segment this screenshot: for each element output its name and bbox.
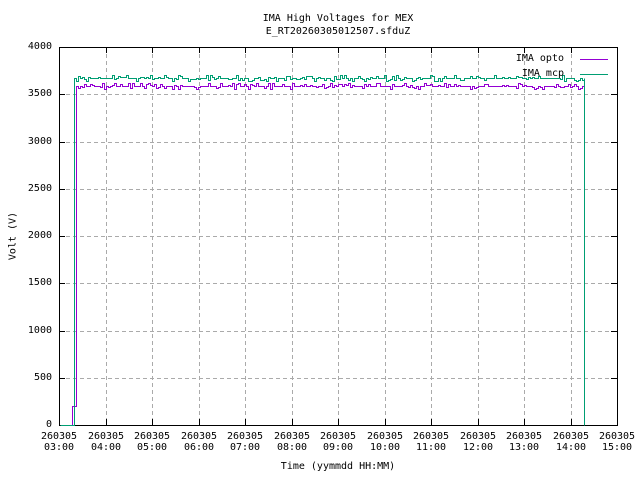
x-tick-date: 260305 <box>319 431 357 442</box>
y-tick-label: 3500 <box>27 88 52 99</box>
x-tick-time: 05:00 <box>136 442 168 453</box>
x-tick-time: 04:00 <box>90 442 122 453</box>
legend-line-swatch-mcp <box>580 73 608 75</box>
grid-lines <box>59 47 618 426</box>
x-tick-date: 260305 <box>505 431 543 442</box>
x-tick-label: 260305 03:00 <box>33 431 85 453</box>
x-tick-date: 260305 <box>598 431 636 442</box>
x-tick-label: 260305 05:00 <box>126 431 178 453</box>
y-tick-label: 2500 <box>27 183 52 194</box>
x-tick-time: 03:00 <box>43 442 75 453</box>
y-tick-label: 1000 <box>27 325 52 336</box>
legend-label-ima-mcp: IMA mcp <box>521 68 564 79</box>
legend-entry-ima-mcp: IMA mcp <box>522 68 608 80</box>
x-tick-date: 260305 <box>459 431 497 442</box>
x-tick-date: 260305 <box>552 431 590 442</box>
y-tick-label: 1500 <box>27 277 52 288</box>
legend-line-swatch-opto <box>580 58 608 60</box>
x-tick-label: 260305 07:00 <box>219 431 271 453</box>
x-tick-label: 260305 15:00 <box>591 431 640 453</box>
x-tick-label: 260305 06:00 <box>173 431 225 453</box>
x-tick-date: 260305 <box>226 431 264 442</box>
y-tick-label: 4000 <box>27 41 52 52</box>
x-tick-time: 09:00 <box>322 442 354 453</box>
x-tick-label: 260305 14:00 <box>545 431 597 453</box>
x-tick-label: 260305 08:00 <box>266 431 318 453</box>
x-tick-time: 07:00 <box>229 442 261 453</box>
legend-label-ima-opto: IMA opto <box>515 53 564 64</box>
chart-title: IMA High Voltages for MEX <box>262 13 414 24</box>
x-tick-date: 260305 <box>273 431 311 442</box>
y-tick-label: 500 <box>33 372 52 383</box>
legend-entry-ima-opto: IMA opto <box>516 53 608 65</box>
x-tick-time: 12:00 <box>462 442 494 453</box>
x-tick-date: 260305 <box>180 431 218 442</box>
x-tick-time: 14:00 <box>555 442 587 453</box>
y-tick-label: 2000 <box>27 230 52 241</box>
x-tick-time: 08:00 <box>276 442 308 453</box>
x-tick-label: 260305 10:00 <box>359 431 411 453</box>
y-tick-label: 0 <box>45 419 52 430</box>
x-tick-date: 260305 <box>366 431 404 442</box>
x-tick-label: 260305 12:00 <box>452 431 504 453</box>
x-tick-time: 11:00 <box>415 442 447 453</box>
x-tick-time: 06:00 <box>183 442 215 453</box>
x-tick-time: 15:00 <box>601 442 633 453</box>
x-tick-time: 10:00 <box>369 442 401 453</box>
x-tick-label: 260305 13:00 <box>498 431 550 453</box>
chart-subtitle: E_RT20260305012507.sfduZ <box>265 26 411 37</box>
x-tick-date: 260305 <box>87 431 125 442</box>
x-axis-label: Time (yymmdd HH:MM) <box>280 461 396 472</box>
x-tick-date: 260305 <box>133 431 171 442</box>
y-tick-label: 3000 <box>27 136 52 147</box>
data-series-lines <box>60 75 585 426</box>
x-tick-date: 260305 <box>40 431 78 442</box>
x-tick-label: 260305 11:00 <box>405 431 457 453</box>
x-tick-time: 13:00 <box>508 442 540 453</box>
x-tick-label: 260305 09:00 <box>312 431 364 453</box>
x-tick-date: 260305 <box>412 431 450 442</box>
x-tick-label: 260305 04:00 <box>80 431 132 453</box>
